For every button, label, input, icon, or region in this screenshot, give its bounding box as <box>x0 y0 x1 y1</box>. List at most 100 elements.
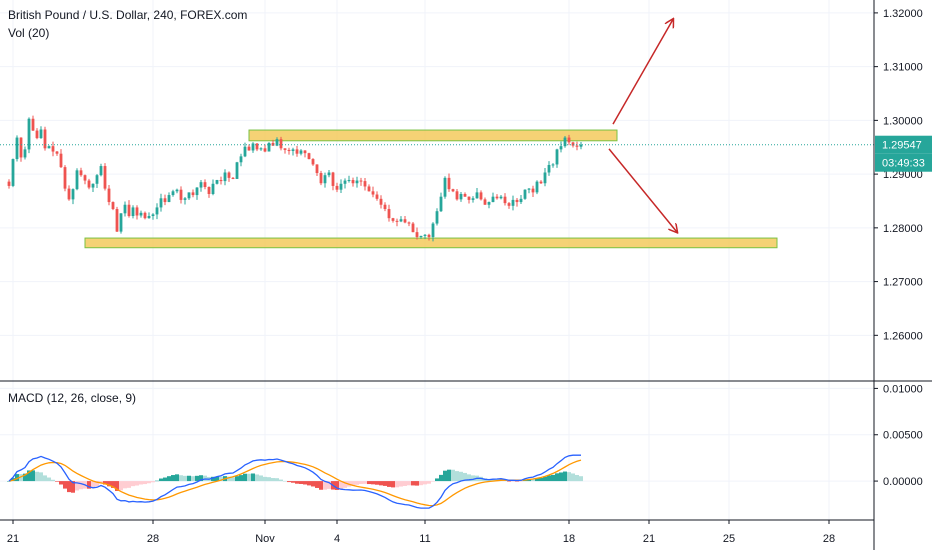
candle <box>27 117 31 154</box>
macd-histogram-bar <box>427 481 431 484</box>
candle-body <box>319 173 323 184</box>
macd-histogram-bar <box>399 481 403 487</box>
macd-histogram-bar <box>103 481 107 485</box>
candle <box>507 202 511 209</box>
candle <box>575 141 579 151</box>
candle <box>423 233 427 240</box>
macd-histogram-bar <box>299 481 303 484</box>
candle <box>247 144 251 151</box>
candle <box>279 136 283 151</box>
macd-histogram-bar <box>167 476 171 482</box>
macd-histogram-bar <box>19 474 23 482</box>
candle-body <box>107 188 111 203</box>
macd-histogram-bar <box>379 481 383 486</box>
candle-body <box>35 130 39 139</box>
candle <box>299 149 303 156</box>
candle <box>203 179 207 190</box>
candle-body <box>259 148 263 150</box>
macd-histogram-bar <box>291 481 295 483</box>
candle-body <box>223 172 227 182</box>
candle-body <box>79 170 83 176</box>
price-tick-label: 1.26000 <box>883 330 923 342</box>
candle <box>455 188 459 201</box>
macd-histogram-bar <box>199 475 203 482</box>
price-tick-label: 1.29000 <box>883 169 923 181</box>
candle-body <box>147 216 151 219</box>
candle-body <box>55 151 59 154</box>
macd-histogram-bar <box>307 481 311 486</box>
macd-histogram-bar <box>131 481 135 487</box>
candle <box>35 128 39 140</box>
macd-histogram-bar <box>387 481 391 487</box>
macd-histogram-bar <box>187 475 191 482</box>
candle <box>375 191 379 201</box>
macd-histogram-bar <box>119 481 123 491</box>
macd-histogram-bar <box>575 474 579 482</box>
bearish-arrow <box>608 148 677 232</box>
time-tick-label: 21 <box>7 533 19 545</box>
candle <box>79 167 83 177</box>
macd-histogram-bar <box>579 476 583 482</box>
candle <box>267 142 271 152</box>
candle-body <box>103 166 107 189</box>
candle <box>59 149 63 169</box>
candle <box>15 135 19 162</box>
time-tick-label: 25 <box>723 533 735 545</box>
macd-histogram-bar <box>415 481 419 486</box>
candle <box>123 201 127 217</box>
candle-body <box>215 180 219 184</box>
macd-histogram-bar <box>279 479 283 482</box>
macd-histogram-bar <box>191 476 195 482</box>
candle-body <box>491 196 495 203</box>
candle <box>163 194 167 206</box>
candle-body <box>399 219 403 222</box>
candle <box>567 134 571 146</box>
candle <box>475 188 479 199</box>
countdown-label: 03:49:33 <box>882 158 925 170</box>
macd-histogram-bar <box>219 476 223 482</box>
macd-histogram-bar <box>47 477 51 482</box>
candle <box>195 187 199 200</box>
candle <box>31 115 35 131</box>
macd-histogram-bar <box>67 481 71 493</box>
candle <box>171 189 175 197</box>
candle-body <box>487 202 491 205</box>
candle <box>391 217 395 223</box>
candle-body <box>359 180 363 182</box>
candle-body <box>447 177 451 190</box>
candle-body <box>535 181 539 193</box>
candle-body <box>135 207 139 216</box>
macd-histogram-bar <box>135 481 139 486</box>
candle <box>415 227 419 240</box>
macd-histogram-bar <box>123 481 127 489</box>
candle-body <box>403 219 407 223</box>
macd-histogram-bar <box>567 472 571 482</box>
candle-body <box>175 189 179 192</box>
candle <box>447 173 451 192</box>
macd-histogram-bar <box>39 472 43 482</box>
macd-histogram-bar <box>139 481 143 485</box>
macd-histogram-bar <box>267 477 271 482</box>
candle-body <box>567 137 571 143</box>
candle-body <box>155 207 159 215</box>
candle <box>115 206 119 233</box>
macd-histogram-bar <box>451 469 455 482</box>
price-tick-label: 1.30000 <box>883 115 923 127</box>
macd-histogram-bar <box>335 481 339 490</box>
macd-histogram-bar <box>79 481 83 490</box>
candle <box>75 168 79 191</box>
resistance-zone <box>248 129 618 142</box>
candle-body <box>519 198 523 203</box>
macd-histogram-bar <box>27 470 31 482</box>
candle <box>291 147 295 156</box>
candle <box>131 205 135 219</box>
candle-body <box>299 150 303 154</box>
price-tick-label: 1.31000 <box>883 62 923 74</box>
macd-histogram-bar <box>87 481 91 489</box>
candle-body <box>435 211 439 224</box>
candle-body <box>511 199 515 206</box>
candle-body <box>411 223 415 233</box>
candle <box>199 179 203 192</box>
candle-body <box>343 180 347 184</box>
